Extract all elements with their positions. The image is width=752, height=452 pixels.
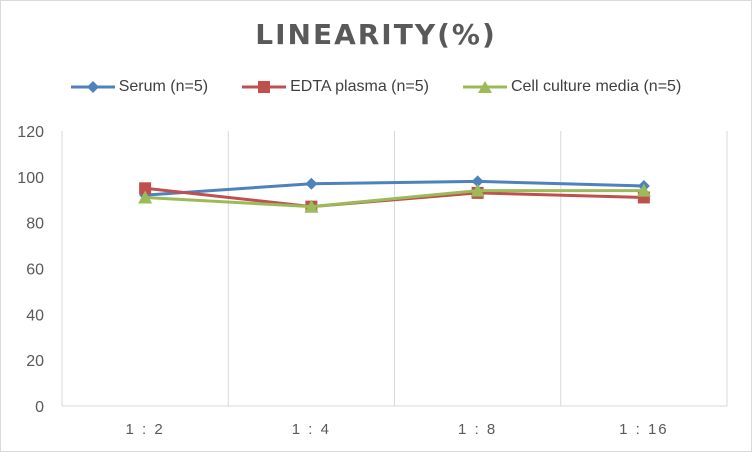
chart-legend: Serum (n=5) EDTA plasma (n=5) Cell cultu…: [0, 78, 752, 96]
y-tick-label: 0: [35, 399, 44, 416]
x-tick-label: 1 : 4: [292, 421, 331, 438]
x-tick-label: 1 : 16: [619, 421, 669, 438]
legend-item-edta-plasma: EDTA plasma (n=5): [242, 78, 429, 96]
data-point-cell-culture-media: [636, 183, 651, 197]
y-tick-label: 20: [26, 353, 44, 370]
y-tick-label: 40: [26, 307, 44, 324]
legend-marker-cell-culture-media: [462, 81, 507, 93]
legend-label-cell-culture-media: Cell culture media (n=5): [510, 78, 682, 95]
series-line-serum: [145, 179, 644, 197]
legend-marker-serum: [70, 81, 115, 93]
legend-item-cell-culture-media: Cell culture media (n=5): [462, 78, 682, 96]
x-tick-label: 1 : 8: [458, 421, 497, 438]
legend-label-serum: Serum (n=5): [118, 78, 209, 95]
legend-item-serum: Serum (n=5): [70, 78, 209, 96]
data-point-cell-culture-media: [470, 183, 485, 197]
legend-marker-edta-plasma: [242, 81, 287, 93]
y-tick-label: 100: [17, 170, 44, 187]
chart-title: LINEARITY(%): [255, 18, 497, 51]
data-point-edta-plasma: [139, 182, 152, 195]
y-tick-label: 60: [26, 262, 44, 279]
data-point-serum: [305, 177, 318, 190]
data-point-cell-culture-media: [304, 199, 319, 213]
legend-label-edta-plasma: EDTA plasma (n=5): [290, 78, 429, 95]
y-tick-label: 80: [26, 216, 44, 233]
x-tick-label: 1 : 2: [126, 421, 165, 438]
y-tick-label: 120: [17, 124, 44, 141]
data-point-cell-culture-media: [138, 190, 153, 204]
data-point-serum: [471, 175, 484, 188]
series-line-cell-culture-media: [145, 189, 644, 209]
